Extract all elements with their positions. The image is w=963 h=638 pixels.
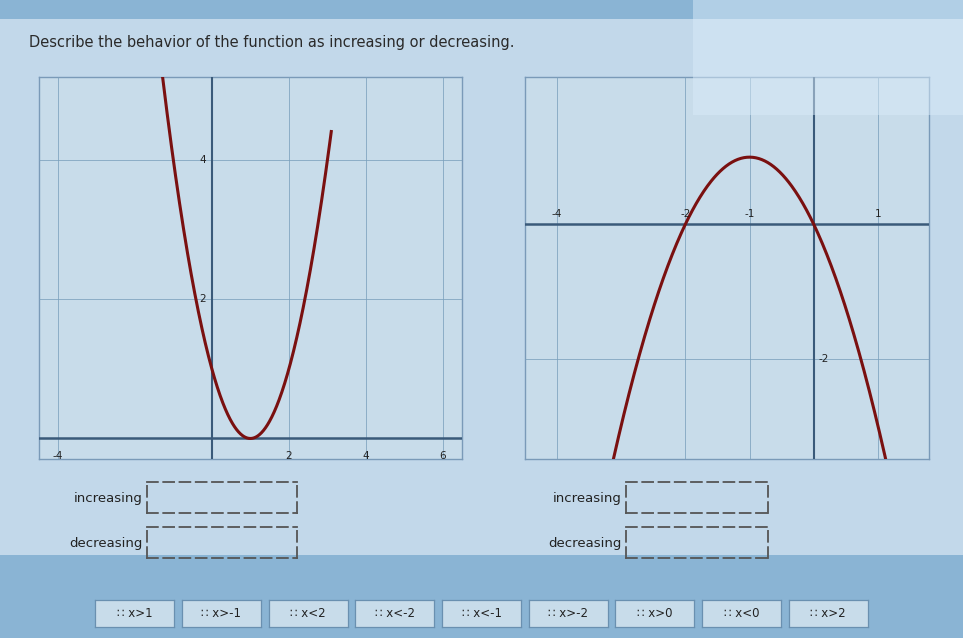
Text: ∷ x>-1: ∷ x>-1 (201, 607, 242, 619)
Text: decreasing: decreasing (69, 537, 143, 550)
Text: 6: 6 (440, 451, 446, 461)
Text: ∷ x<-2: ∷ x<-2 (375, 607, 415, 619)
Text: -2: -2 (819, 353, 829, 364)
Text: -4: -4 (552, 209, 562, 219)
Text: ∷ x<-1: ∷ x<-1 (461, 607, 502, 619)
Text: ∷ x<2: ∷ x<2 (291, 607, 325, 619)
Text: -1: -1 (744, 209, 755, 219)
Text: 4: 4 (363, 451, 369, 461)
Text: ∷ x>-2: ∷ x>-2 (548, 607, 588, 619)
Text: decreasing: decreasing (548, 537, 621, 550)
Text: 1: 1 (874, 209, 881, 219)
Text: -4: -4 (53, 451, 63, 461)
Text: 4: 4 (199, 155, 206, 165)
Text: ∷ x<0: ∷ x<0 (724, 607, 759, 619)
Text: ∷ x>1: ∷ x>1 (117, 607, 152, 619)
Text: 2: 2 (199, 294, 206, 304)
Text: 2: 2 (286, 451, 292, 461)
Text: increasing: increasing (73, 493, 143, 505)
Text: increasing: increasing (552, 493, 621, 505)
Text: Describe the behavior of the function as increasing or decreasing.: Describe the behavior of the function as… (29, 35, 514, 50)
Text: ∷ x>2: ∷ x>2 (811, 607, 846, 619)
Text: ∷ x>0: ∷ x>0 (638, 607, 672, 619)
Text: -2: -2 (680, 209, 690, 219)
